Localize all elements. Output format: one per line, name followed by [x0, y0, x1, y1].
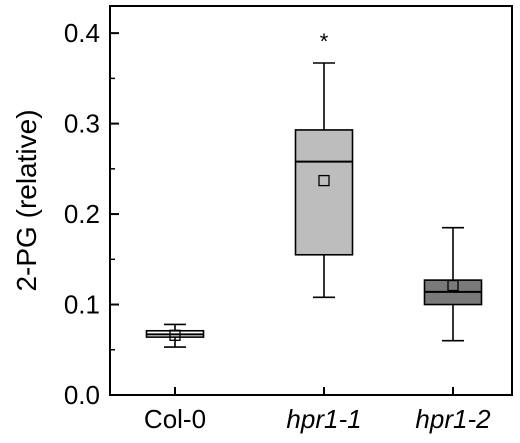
mean-marker: [447, 279, 459, 292]
boxes: *: [145, 29, 483, 348]
axes: 0.0 0.1 0.2 0.3 0.4 Col-0 hpr1-1 hpr1-2: [64, 5, 513, 434]
y-tick-label: 0.4: [64, 18, 100, 48]
y-tick-label: 0.3: [64, 109, 100, 139]
box-group: [423, 226, 483, 342]
iqr-box: [294, 129, 354, 256]
mean-marker: [318, 174, 330, 187]
plot-frame: [109, 5, 513, 396]
y-tick-label: 0.0: [64, 380, 100, 410]
significance-marker: *: [320, 29, 329, 54]
x-tick-label: hpr1-1: [286, 404, 361, 434]
y-tick-label: 0.2: [64, 199, 100, 229]
x-tick-label: hpr1-2: [415, 404, 491, 434]
box-group: *: [294, 29, 354, 299]
mean-marker: [169, 329, 181, 341]
x-tick-label: Col-0: [144, 404, 206, 434]
box-group: [145, 323, 205, 348]
y-tick-label: 0.1: [64, 290, 100, 320]
y-axis-title: 2-PG (relative): [11, 109, 42, 291]
